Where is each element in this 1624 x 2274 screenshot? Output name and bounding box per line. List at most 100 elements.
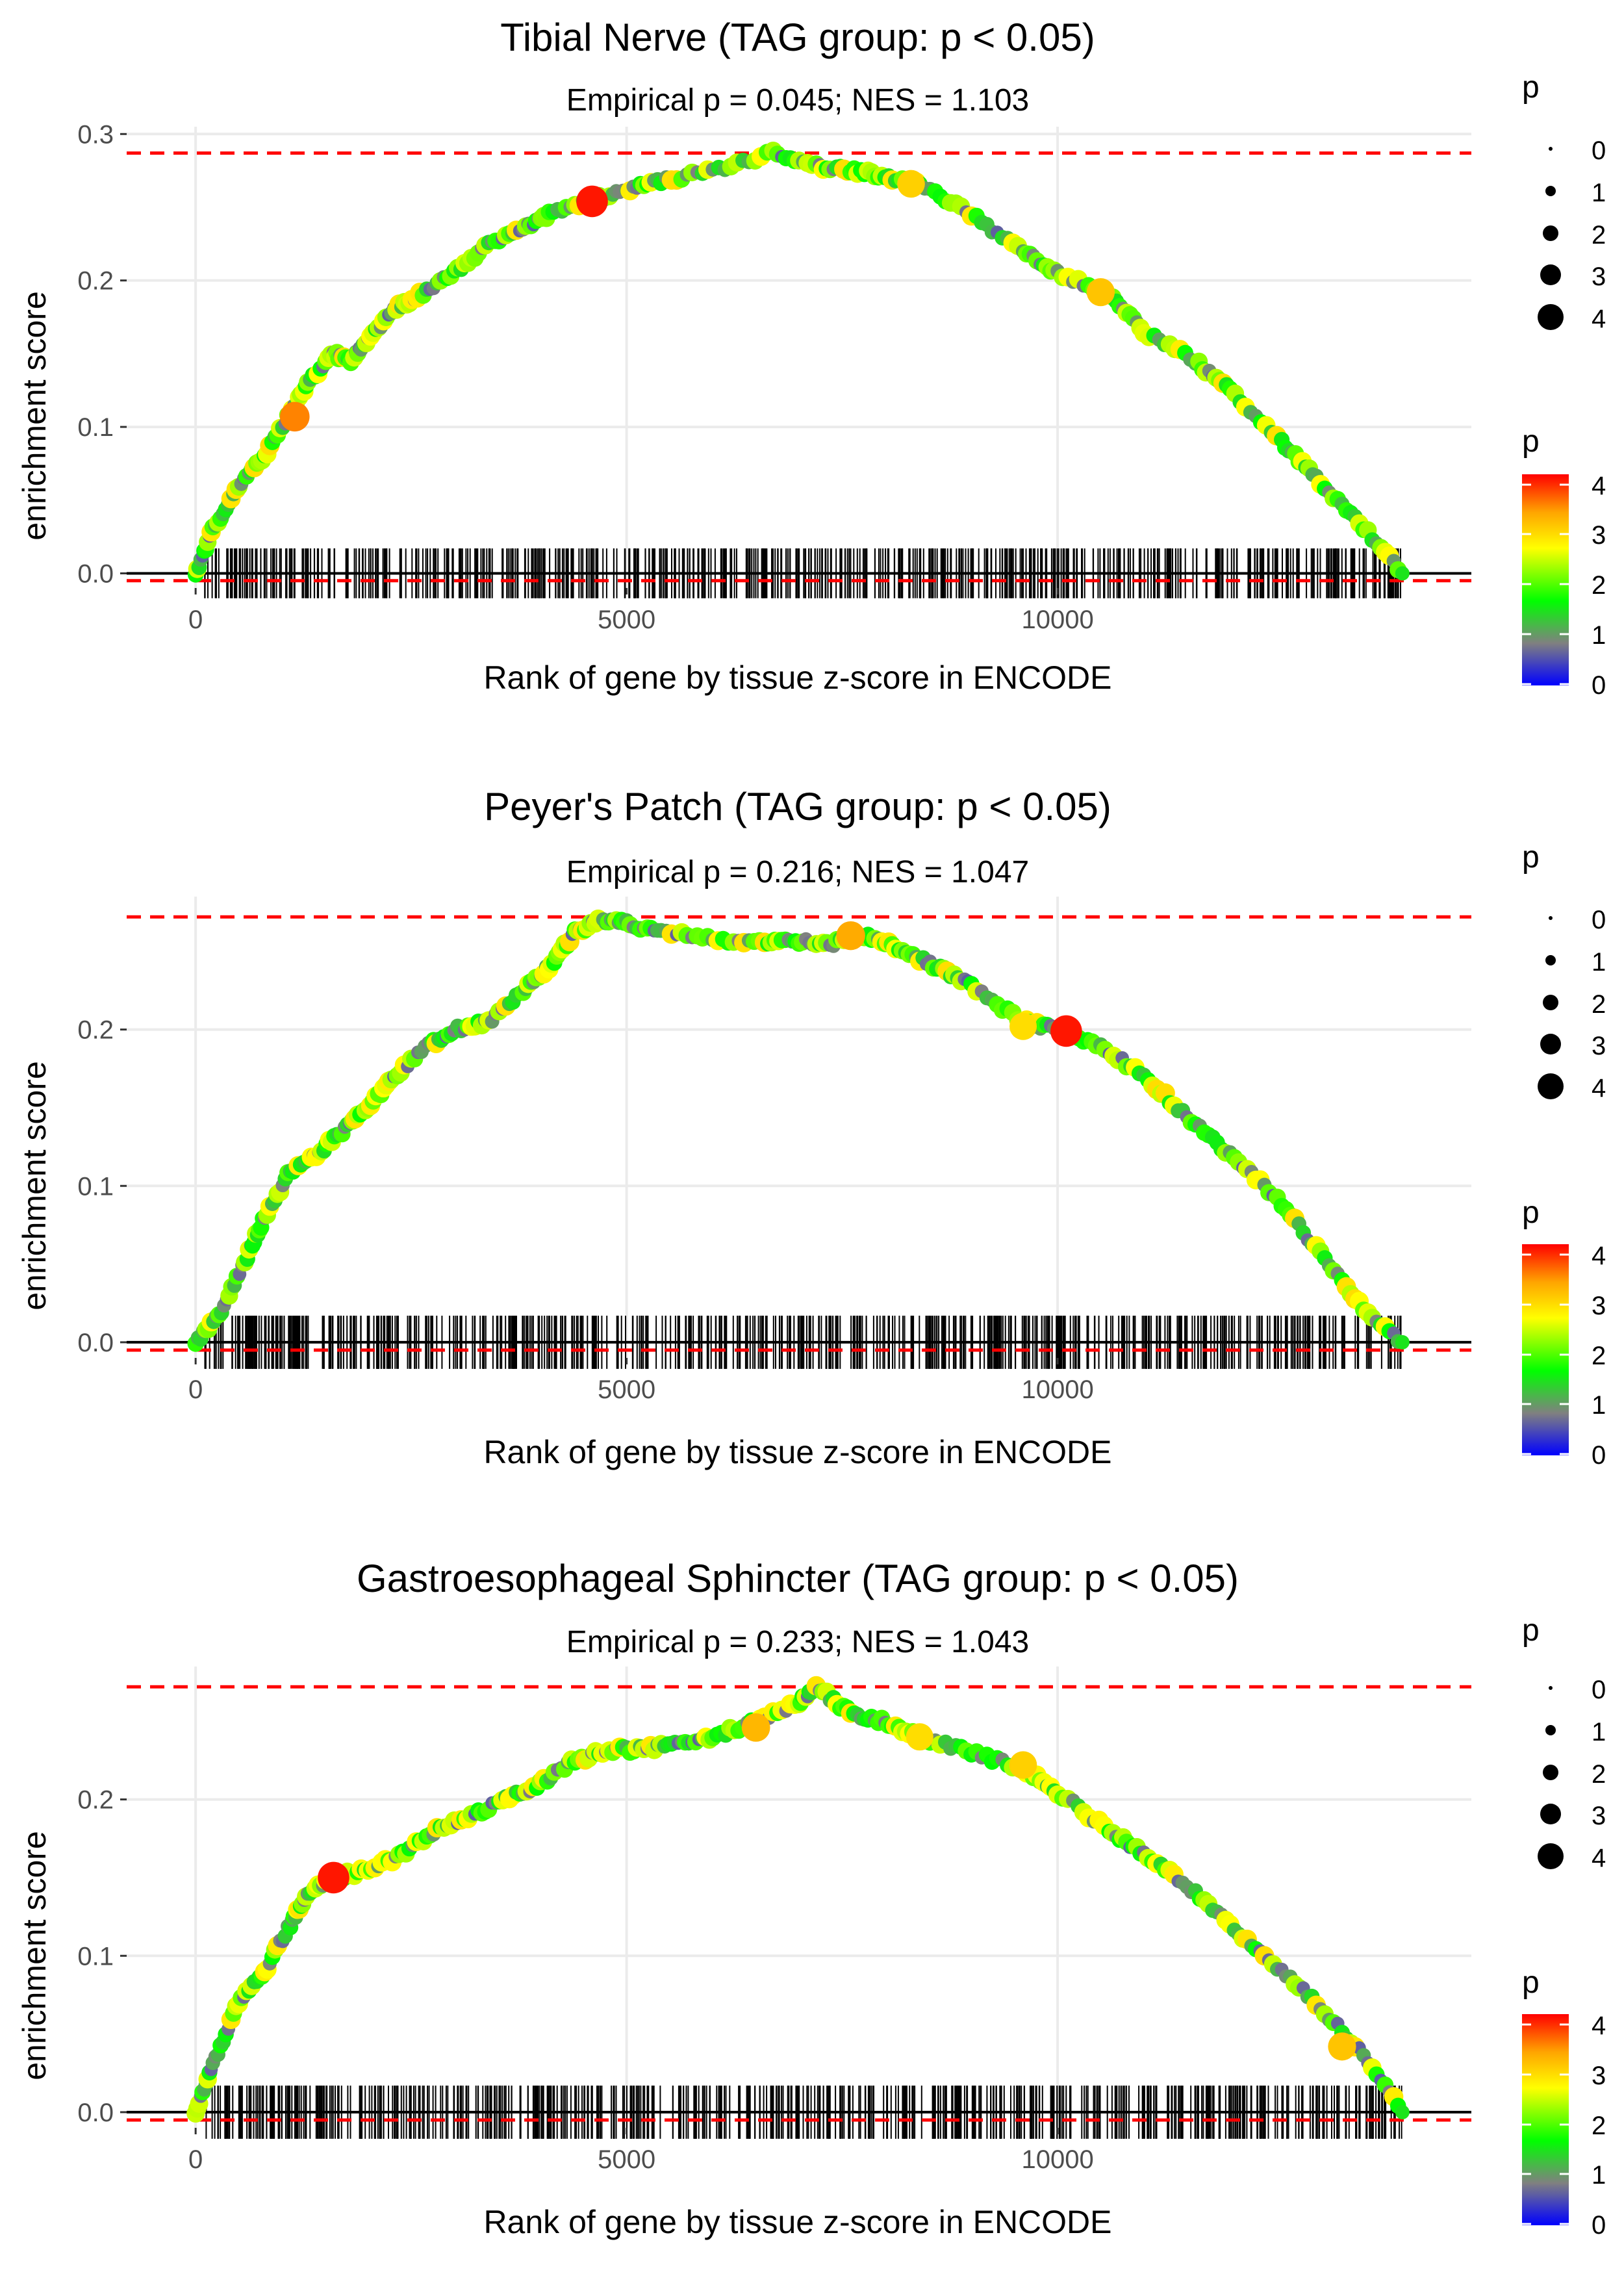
panel-2-title: Peyer's Patch (TAG group: p < 0.05) — [484, 785, 1111, 828]
y-tick-label: 0.3 — [77, 120, 114, 149]
size-legend-label-4: 4 — [1592, 305, 1606, 333]
color-legend-label-2: 2 — [1592, 2112, 1606, 2140]
size-legend-label-0: 0 — [1592, 136, 1606, 165]
size-legend-label-3: 3 — [1592, 1032, 1606, 1060]
y-tick-label: 0.2 — [77, 1016, 114, 1045]
es-point-highlight — [1009, 1012, 1037, 1040]
es-point-highlight — [576, 185, 608, 218]
panel-1-title: Tibial Nerve (TAG group: p < 0.05) — [500, 16, 1095, 59]
size-legend-label-2: 2 — [1592, 1760, 1606, 1789]
panel-3-size-legend: p 0 1 2 3 4 — [1522, 1613, 1606, 1872]
es-point — [1395, 1335, 1410, 1349]
es-point-highlight — [836, 921, 865, 951]
size-legend-dot-1 — [1545, 186, 1556, 196]
size-legend-label-1: 1 — [1592, 1718, 1606, 1746]
panel-1-size-legend: p 0 1 2 3 4 — [1522, 70, 1606, 333]
es-point-highlight — [1009, 1751, 1037, 1779]
size-legend-label-1: 1 — [1592, 948, 1606, 977]
panel-3-subtitle: Empirical p = 0.233; NES = 1.043 — [566, 1625, 1029, 1659]
size-legend-dot-3 — [1540, 264, 1561, 285]
size-legend-label-3: 3 — [1592, 1802, 1606, 1830]
color-legend-label-3: 3 — [1592, 521, 1606, 550]
x-tick-label: 5000 — [598, 2145, 655, 2174]
panel-1-y-axis-label: enrichment score — [16, 291, 53, 541]
color-legend-label-1: 1 — [1592, 621, 1606, 650]
es-point-highlight — [1086, 278, 1115, 307]
x-tick-label: 0 — [188, 606, 203, 634]
panel-3-color-legend: p 4 3 2 1 0 — [1522, 1965, 1606, 2240]
es-point-highlight — [741, 1713, 770, 1742]
panel-3-color-legend-title: p — [1522, 1965, 1540, 2000]
size-legend-dot-4 — [1538, 1843, 1564, 1869]
panel-3-size-legend-title: p — [1522, 1613, 1540, 1648]
panel-1-size-legend-title: p — [1522, 70, 1540, 105]
es-point-highlight — [1328, 2032, 1356, 2061]
x-tick-label: 10000 — [1021, 2145, 1093, 2174]
panel-2-y-axis-label: enrichment score — [16, 1061, 53, 1310]
panel-2-color-legend-title: p — [1522, 1195, 1540, 1230]
panel-1-color-legend-title: p — [1522, 424, 1540, 459]
panel-1-color-legend: p 4 3 2 1 0 — [1522, 424, 1606, 700]
panel-1-subtitle: Empirical p = 0.045; NES = 1.103 — [566, 83, 1029, 118]
panel-1-x-axis-label: Rank of gene by tissue z-score in ENCODE — [483, 659, 1111, 696]
x-tick-label: 5000 — [598, 1375, 655, 1404]
size-legend-label-4: 4 — [1592, 1844, 1606, 1872]
size-legend-dot-3 — [1540, 1034, 1561, 1054]
enrichment-curve — [186, 1676, 1410, 2123]
color-legend-label-4: 4 — [1592, 1242, 1606, 1270]
size-legend-label-4: 4 — [1592, 1074, 1606, 1103]
x-tick-label: 10000 — [1021, 606, 1093, 634]
size-legend-label-0: 0 — [1592, 906, 1606, 934]
panel-3-colorbar — [1522, 2014, 1569, 2225]
y-tick-label: 0.1 — [77, 1942, 114, 1971]
y-tick-label: 0.0 — [77, 559, 114, 588]
panel-3-plot: 0 5000 10000 0.0 0.1 0.2 — [77, 1667, 1471, 2174]
x-tick-label: 10000 — [1021, 1375, 1093, 1404]
es-point-highlight — [318, 1861, 349, 1894]
size-legend-dot-0 — [1549, 147, 1553, 151]
y-tick-label: 0.0 — [77, 2099, 114, 2127]
es-point-highlight — [279, 402, 310, 432]
enrichment-curve — [187, 909, 1410, 1352]
panel-1-colorbar — [1522, 474, 1569, 685]
color-legend-label-1: 1 — [1592, 2161, 1606, 2190]
size-legend-label-3: 3 — [1592, 262, 1606, 291]
size-legend-dot-2 — [1543, 225, 1558, 241]
x-tick-label: 0 — [188, 2145, 203, 2174]
size-legend-dot-2 — [1543, 1765, 1558, 1780]
y-tick-label: 0.2 — [77, 1786, 114, 1815]
size-legend-label-2: 2 — [1592, 221, 1606, 249]
panel-3-title: Gastroesophageal Sphincter (TAG group: p… — [357, 1557, 1239, 1600]
y-tick-label: 0.1 — [77, 1172, 114, 1201]
color-legend-label-2: 2 — [1592, 1342, 1606, 1370]
panel-2-size-legend: p 0 1 2 3 4 — [1522, 840, 1606, 1103]
y-tick-label: 0.2 — [77, 267, 114, 296]
panel-2-subtitle: Empirical p = 0.216; NES = 1.047 — [566, 855, 1029, 889]
color-legend-label-4: 4 — [1592, 472, 1606, 500]
size-legend-dot-1 — [1545, 955, 1556, 965]
color-legend-label-2: 2 — [1592, 571, 1606, 600]
x-tick-label: 5000 — [598, 606, 655, 634]
size-legend-dot-4 — [1538, 304, 1564, 330]
es-point-highlight — [897, 170, 925, 198]
size-legend-dot-1 — [1545, 1725, 1556, 1735]
panel-3-y-axis-label: enrichment score — [16, 1831, 53, 2080]
size-legend-label-2: 2 — [1592, 990, 1606, 1019]
size-legend-dot-4 — [1538, 1073, 1564, 1099]
es-point-highlight — [906, 1723, 933, 1751]
enrichment-curve — [187, 141, 1410, 583]
color-legend-label-0: 0 — [1592, 671, 1606, 700]
size-legend-dot-0 — [1549, 1686, 1553, 1690]
panel-1-plot: 0 5000 10000 0.0 0.1 0.2 0.3 — [77, 120, 1471, 634]
es-point-highlight — [1050, 1015, 1082, 1047]
color-legend-label-0: 0 — [1592, 1441, 1606, 1470]
panel-2-plot: 0 5000 10000 0.0 0.1 0.2 — [77, 897, 1471, 1404]
color-legend-label-3: 3 — [1592, 2062, 1606, 2090]
y-tick-label: 0.1 — [77, 413, 114, 442]
es-point — [1395, 566, 1410, 581]
panel-2-colorbar — [1522, 1244, 1569, 1455]
color-legend-label-1: 1 — [1592, 1391, 1606, 1420]
size-legend-dot-3 — [1540, 1804, 1561, 1824]
panel-2-color-legend: p 4 3 2 1 0 — [1522, 1195, 1606, 1470]
y-tick-label: 0.0 — [77, 1329, 114, 1357]
